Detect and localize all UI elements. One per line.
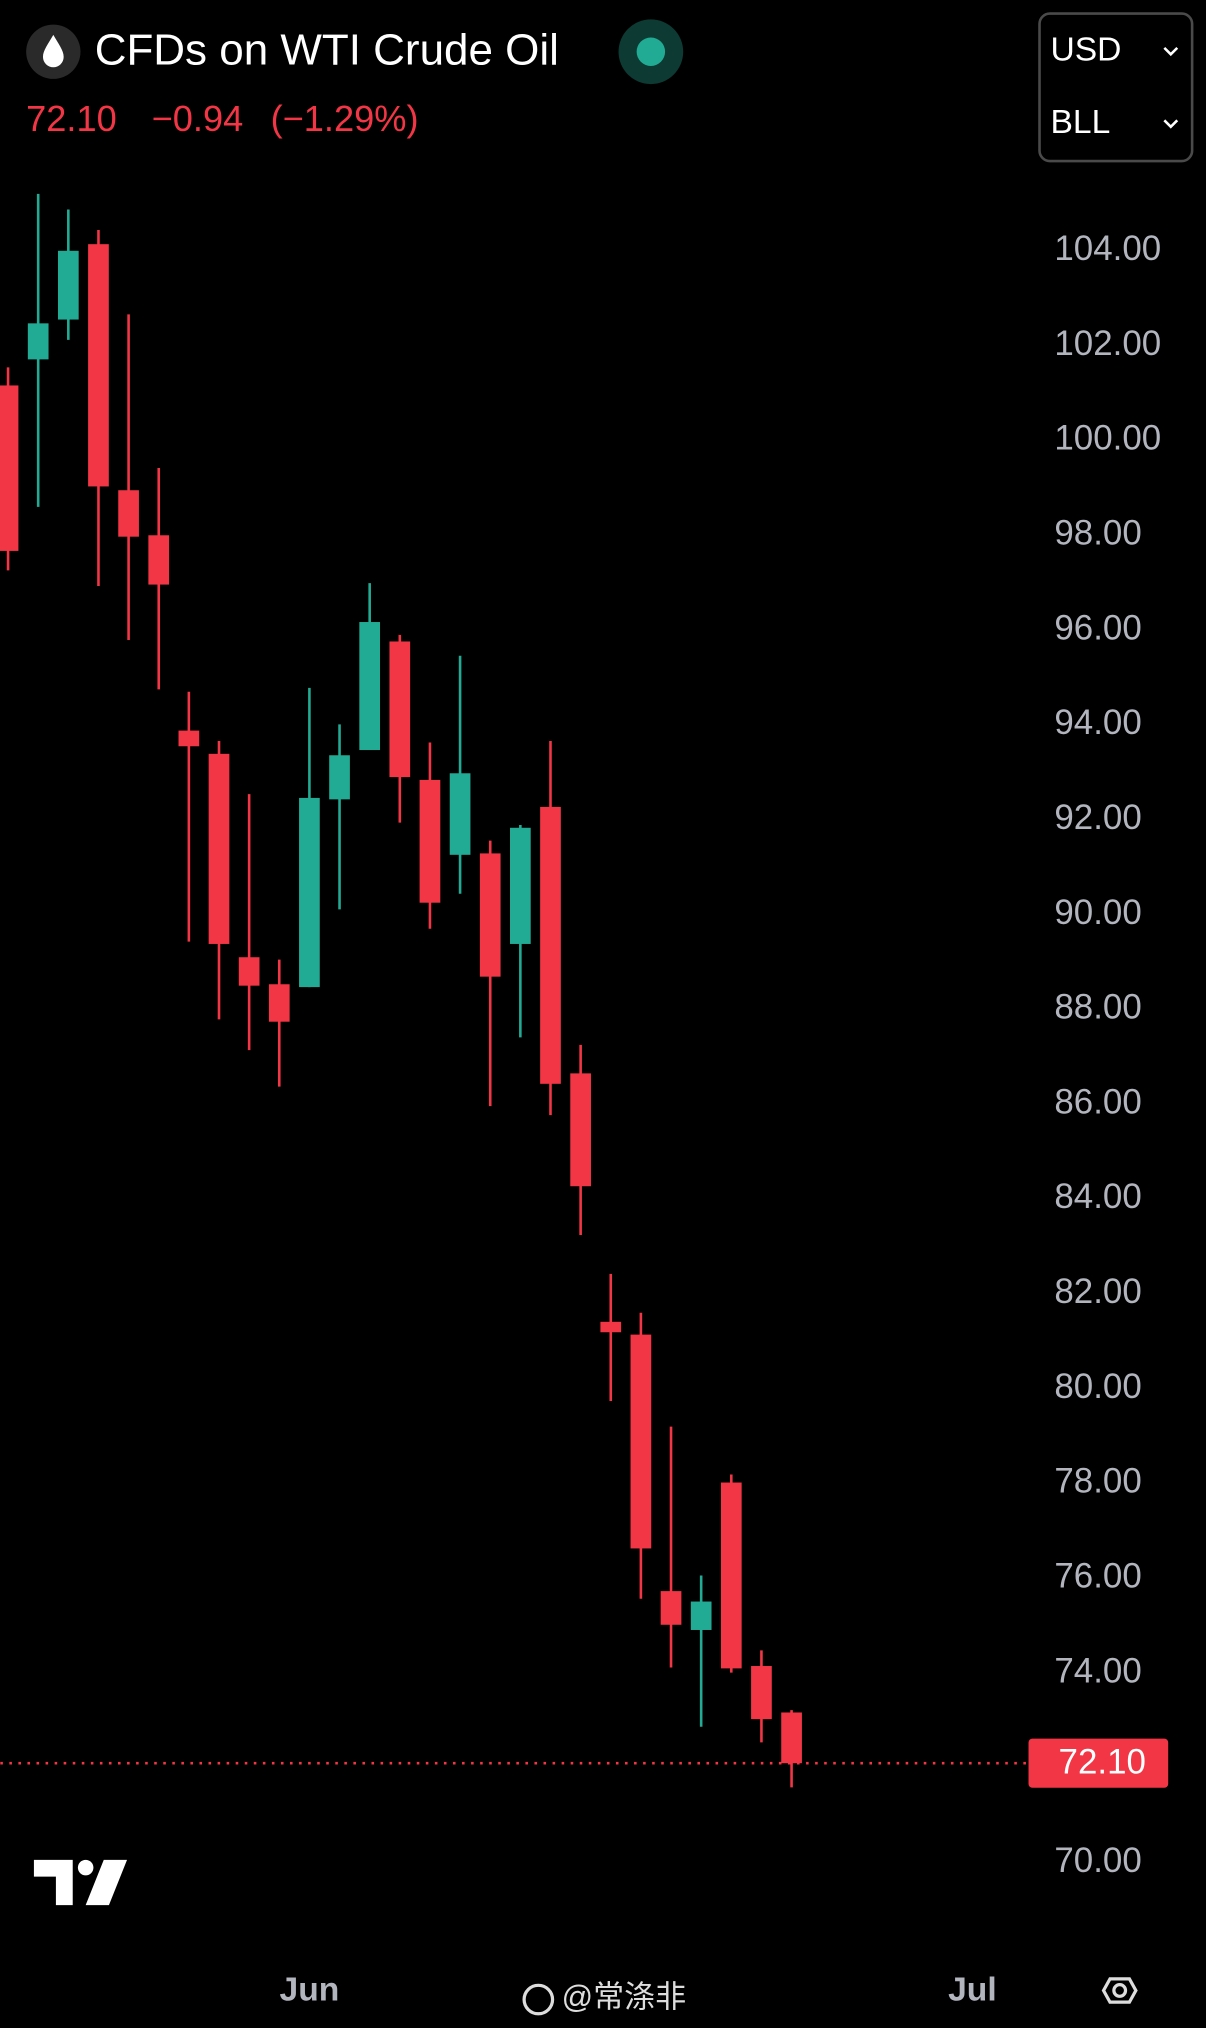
candle-body [178,730,200,747]
symbol-title: CFDs on WTI Crude Oil [95,26,559,75]
candle-body [389,641,411,778]
x-tick-label: Jul [948,1972,997,2009]
candle-body [449,773,471,855]
candle-body [690,1601,712,1630]
candle-body [27,323,49,360]
candle-body [479,853,501,977]
candle-body [118,490,139,537]
y-tick-label: 86.00 [1054,1082,1141,1121]
price-change: −0.94 [152,98,244,139]
candle-body [57,250,79,320]
chevron [1163,119,1179,129]
y-tick-label: 98.00 [1054,513,1141,552]
last-price-tag [1028,1738,1169,1788]
tradingview-logo [33,1859,128,1906]
market-status-dot [636,37,666,66]
unit-dropdown[interactable]: BLL [1051,104,1111,141]
candle-body [268,984,290,1022]
unit-selector [1038,12,1194,163]
candle-body [88,244,109,487]
candle-body [600,1321,622,1333]
currency-dropdown[interactable]: USD [1051,32,1122,69]
candle-body [208,753,230,944]
candle-body [751,1666,772,1720]
watermark: @常涤非 [562,1980,687,2015]
candle-body [359,622,381,751]
candle-body [630,1334,652,1549]
last-price: 72.10 [26,98,117,139]
y-tick-label: 94.00 [1054,703,1141,742]
y-tick-label: 74.00 [1054,1651,1141,1690]
candle-body [510,827,531,944]
x-tick-label: Jun [280,1972,340,2009]
drop-icon [42,34,64,68]
y-tick-label: 70.00 [1054,1841,1141,1880]
candle-body [0,385,19,551]
candle-body [299,797,320,988]
y-tick-label: 80.00 [1054,1367,1141,1406]
y-tick-label: 102.00 [1054,324,1161,363]
candle-body [329,755,350,800]
last-price-tag-label: 72.10 [1059,1743,1146,1782]
candle-body [238,957,260,986]
price-change-percent: (−1.29%) [271,98,419,139]
candle-body [570,1073,591,1187]
y-tick-label: 96.00 [1054,608,1141,647]
settings-icon [1112,1983,1128,1998]
y-tick-label: 84.00 [1054,1177,1141,1216]
chevron [1163,46,1179,57]
candle-body [720,1482,742,1669]
candle-body [540,806,561,1084]
y-tick-label: 100.00 [1054,419,1161,458]
candle-body [148,535,170,585]
candle-body [419,779,441,903]
settings-button[interactable] [1101,1977,1138,2004]
y-tick-label: 82.00 [1054,1272,1141,1311]
y-tick-label: 78.00 [1054,1462,1141,1501]
y-tick-label: 104.00 [1054,229,1161,268]
y-tick-label: 92.00 [1054,798,1141,837]
weibo-icon [522,1983,555,2016]
y-tick-label: 90.00 [1054,893,1141,932]
candle-body [781,1712,802,1764]
y-tick-label: 88.00 [1054,988,1141,1027]
candle-body [660,1591,682,1625]
y-tick-label: 76.00 [1054,1557,1141,1596]
